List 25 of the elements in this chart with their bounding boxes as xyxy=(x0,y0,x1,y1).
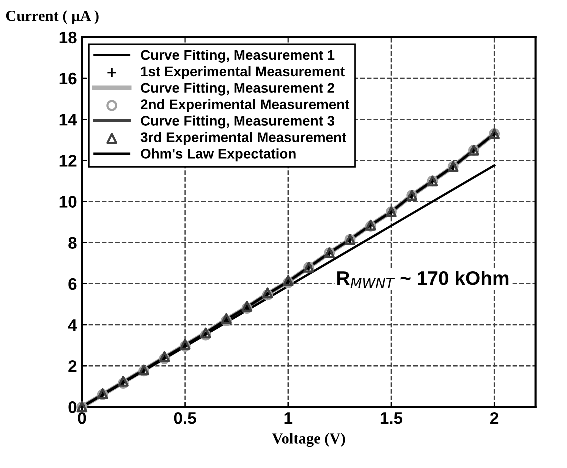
x-tick-label: 0.5 xyxy=(174,412,196,424)
y-tick-label: 18 xyxy=(60,32,77,44)
x-tick-label: 0 xyxy=(78,412,86,424)
y-tick-label: 6 xyxy=(68,278,77,290)
legend-label: Curve Fitting, Measurement 2 xyxy=(141,82,334,96)
y-tick-label: 0 xyxy=(68,402,77,414)
legend-label: Curve Fitting, Measurement 3 xyxy=(141,116,335,129)
x-tick-label: 1 xyxy=(284,412,293,424)
y-tick-label: 8 xyxy=(68,237,77,250)
legend-label: Ohm's Law Expectation xyxy=(141,148,296,162)
legend-label: 1st Experimental Measurement xyxy=(141,66,345,80)
y-axis-title: Current ( µA ) xyxy=(6,10,99,24)
legend-label: 2nd Experimental Measurement xyxy=(141,99,350,112)
y-tick-label: 14 xyxy=(60,114,78,126)
y-tick-label: 4 xyxy=(68,320,78,332)
y-tick-label: 2 xyxy=(68,360,77,372)
x-axis-title: Voltage (V) xyxy=(272,433,346,448)
annotation: R$_{MWNT}$ ~ 170 kOhm xyxy=(338,270,509,288)
y-tick-label: 10 xyxy=(60,196,77,208)
legend-label: 3rd Experimental Measurement xyxy=(140,132,346,146)
x-tick-label: 1.5 xyxy=(380,412,403,424)
y-tick-label: 16 xyxy=(60,72,77,85)
legend-label: Curve Fitting, Measurement 1 xyxy=(141,50,335,63)
x-tick-label: 2 xyxy=(490,412,499,424)
y-tick-label: 12 xyxy=(60,155,77,167)
